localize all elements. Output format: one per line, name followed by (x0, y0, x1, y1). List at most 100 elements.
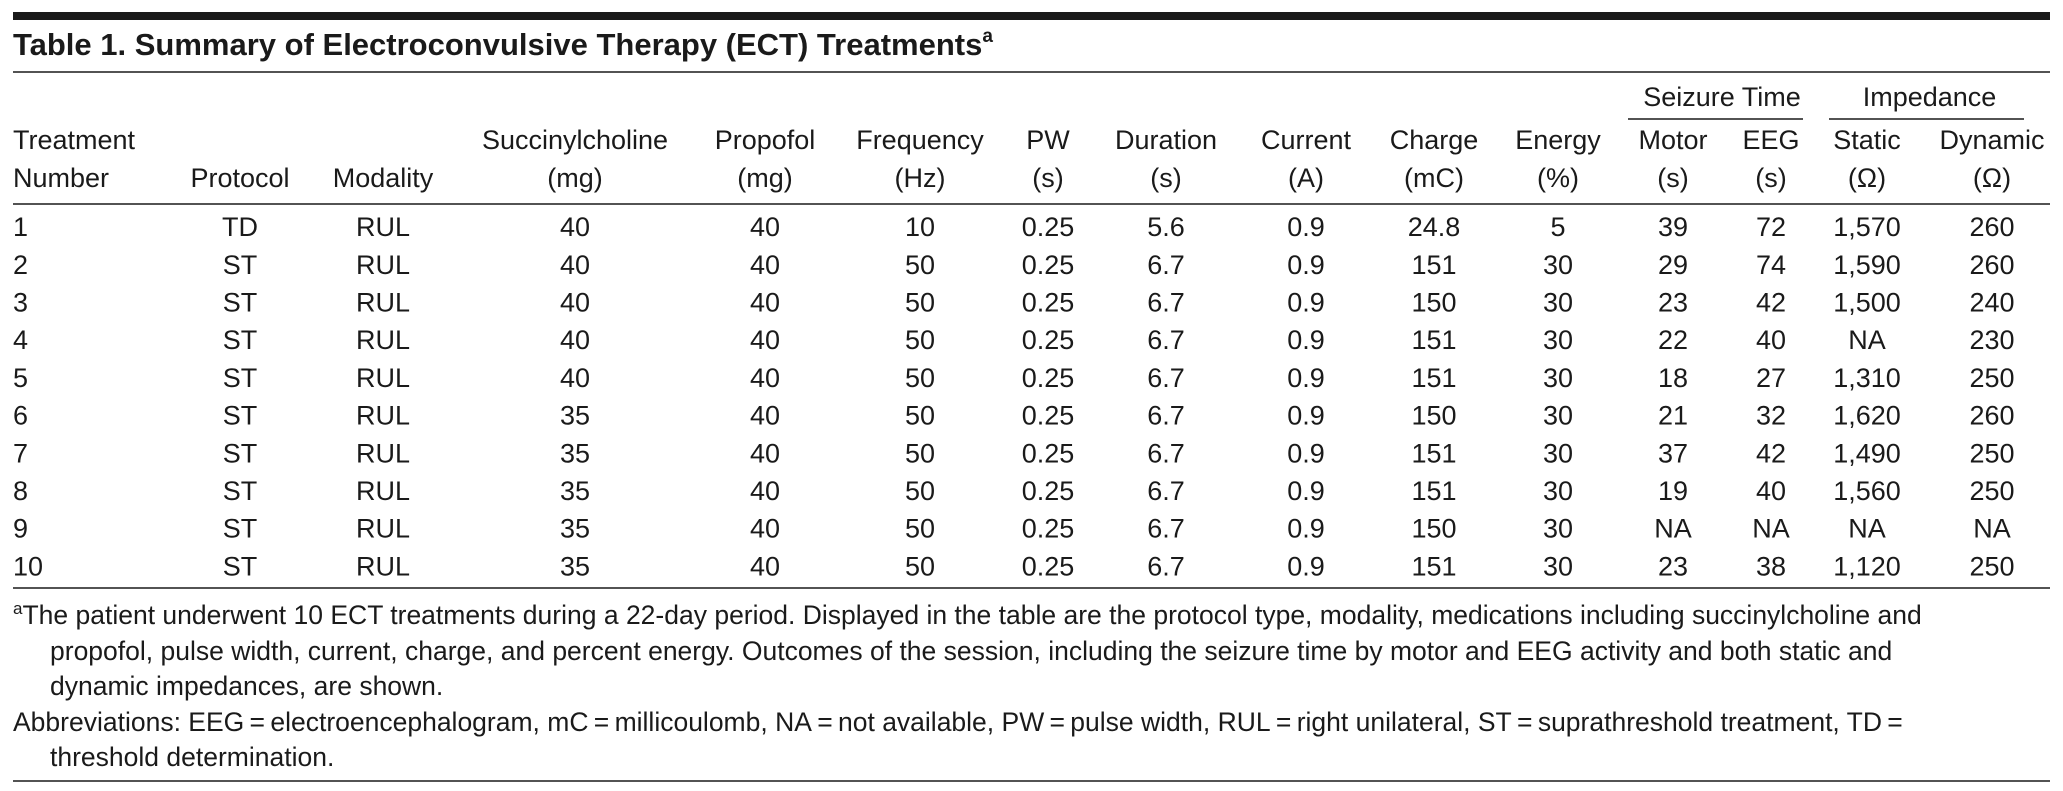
column-header: Charge (1390, 125, 1479, 155)
table-cell: 74 (1756, 250, 1786, 280)
table-cell: 0.25 (1022, 288, 1075, 318)
table-cell: 151 (1411, 325, 1456, 355)
table-cell: 50 (905, 401, 935, 431)
table-cell: 0.9 (1287, 551, 1325, 581)
table-cell: 30 (1543, 514, 1573, 544)
table-cell: 260 (1969, 401, 2014, 431)
table-cell: 30 (1543, 250, 1573, 280)
table-cell: RUL (356, 325, 410, 355)
table-cell: 10 (905, 212, 935, 242)
footnote-marker: a (13, 599, 23, 618)
footnote-text: The patient underwent 10 ECT treatments … (22, 600, 1922, 701)
group-header: Impedance (1863, 82, 1997, 112)
table-cell: 22 (1658, 325, 1688, 355)
table-cell: 0.9 (1287, 288, 1325, 318)
column-header: Static (1833, 125, 1901, 155)
table-cell: 151 (1411, 438, 1456, 468)
table-cell: 30 (1543, 551, 1573, 581)
table-cell: 0.9 (1287, 325, 1325, 355)
table-cell: 250 (1969, 438, 2014, 468)
table-cell: RUL (356, 401, 410, 431)
table-cell: 2 (13, 250, 28, 280)
column-header: (s) (1657, 163, 1688, 193)
table-cell: 5 (1550, 212, 1565, 242)
table-cell: 42 (1756, 438, 1786, 468)
table-cell: 5.6 (1147, 212, 1185, 242)
table-cell: ST (223, 401, 258, 431)
table-cell: 151 (1411, 551, 1456, 581)
table-cell: 40 (750, 288, 780, 318)
table-cell: 0.9 (1287, 514, 1325, 544)
table-cell: 35 (560, 514, 590, 544)
table-cell: TD (222, 212, 258, 242)
table-cell: 40 (1756, 325, 1786, 355)
table-cell: 6.7 (1147, 551, 1185, 581)
column-header: (Ω) (1973, 163, 2011, 193)
table-cell: 30 (1543, 325, 1573, 355)
table-cell: 3 (13, 288, 28, 318)
table-cell: 4 (13, 325, 28, 355)
table-cell: 50 (905, 438, 935, 468)
table-cell: 35 (560, 438, 590, 468)
table-cell: 0.9 (1287, 476, 1325, 506)
table-cell: 7 (13, 438, 28, 468)
table-cell: 30 (1543, 288, 1573, 318)
table-cell: 50 (905, 514, 935, 544)
group-header: Seizure Time (1643, 82, 1801, 112)
table-cell: 50 (905, 476, 935, 506)
table-cell: RUL (356, 288, 410, 318)
table-cell: 0.25 (1022, 401, 1075, 431)
table-cell: 0.9 (1287, 250, 1325, 280)
table-cell: 40 (750, 250, 780, 280)
table-cell: 23 (1658, 551, 1688, 581)
table-cell: 40 (750, 401, 780, 431)
table-cell: 260 (1969, 250, 2014, 280)
table-cell: 150 (1411, 288, 1456, 318)
table-cell: 1,490 (1833, 438, 1901, 468)
table-cell: 19 (1658, 476, 1688, 506)
table-cell: RUL (356, 438, 410, 468)
table-cell: 40 (750, 514, 780, 544)
column-header: (mC) (1404, 163, 1464, 193)
table-cell: 40 (750, 325, 780, 355)
top-rule (13, 12, 2050, 20)
table-cell: 50 (905, 250, 935, 280)
table-cell: 1,500 (1833, 288, 1901, 318)
table-cell: 21 (1658, 401, 1688, 431)
table-cell: 30 (1543, 476, 1573, 506)
table-cell: 1,120 (1833, 551, 1901, 581)
table-cell: 18 (1658, 363, 1688, 393)
table-cell: RUL (356, 476, 410, 506)
table-cell: 0.25 (1022, 212, 1075, 242)
table-cell: 40 (750, 438, 780, 468)
column-header: Frequency (856, 125, 984, 155)
table-cell: 240 (1969, 288, 2014, 318)
column-header: Current (1261, 125, 1352, 155)
table-cell: 37 (1658, 438, 1688, 468)
title-text: Table 1. Summary of Electroconvulsive Th… (13, 27, 982, 62)
table-cell: 260 (1969, 212, 2014, 242)
column-header: Treatment (13, 125, 136, 155)
column-header: Dynamic (1939, 125, 2044, 155)
column-header: EEG (1742, 125, 1799, 155)
table-cell: 0.25 (1022, 363, 1075, 393)
table-cell: 1,590 (1833, 250, 1901, 280)
table-cell: ST (223, 250, 258, 280)
table-cell: NA (1848, 325, 1886, 355)
table-cell: 30 (1543, 401, 1573, 431)
column-header: Motor (1638, 125, 1707, 155)
column-header: (Hz) (895, 163, 946, 193)
title-superscript: a (982, 26, 993, 47)
column-header: Succinylcholine (482, 125, 668, 155)
table-cell: 0.9 (1287, 212, 1325, 242)
column-header: Modality (333, 163, 434, 193)
column-header: (%) (1537, 163, 1579, 193)
table-cell: 40 (750, 363, 780, 393)
table-cell: 0.25 (1022, 250, 1075, 280)
table-cell: 0.9 (1287, 363, 1325, 393)
table-cell: 1,310 (1833, 363, 1901, 393)
footnotes: aThe patient underwent 10 ECT treatments… (13, 598, 1938, 776)
table-cell: 6.7 (1147, 363, 1185, 393)
table-cell: 40 (750, 476, 780, 506)
